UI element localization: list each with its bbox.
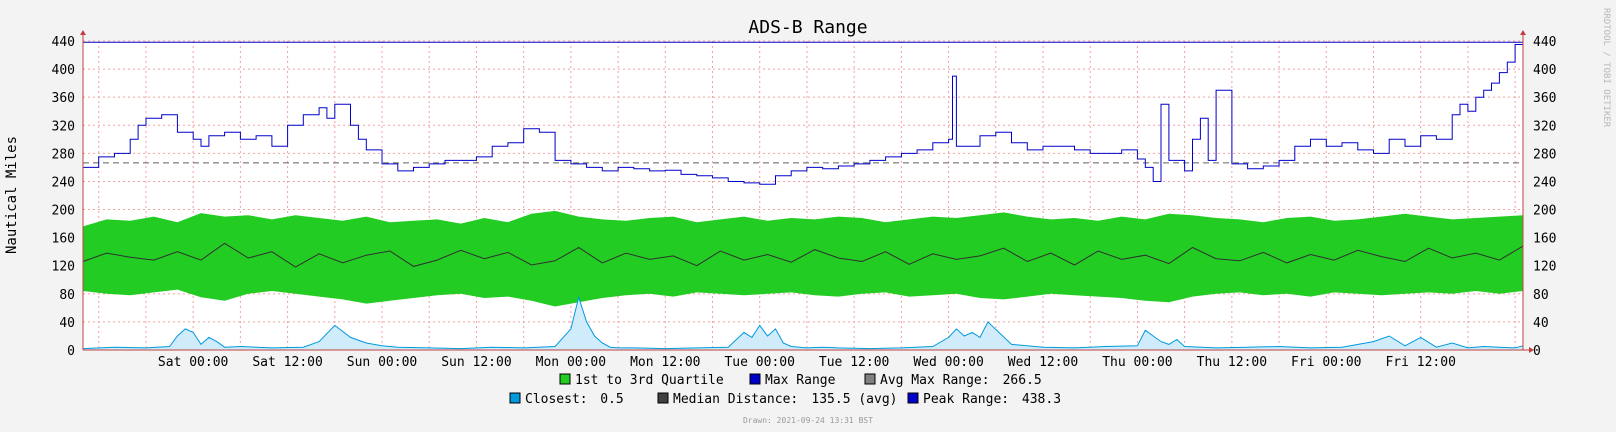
x-tick-label: Thu 00:00 — [1102, 355, 1172, 370]
y-tick-label-right: 80 — [1533, 288, 1549, 303]
y-tick-label-right: 320 — [1533, 119, 1556, 134]
legend-value: 135.5 (avg) — [811, 392, 897, 407]
legend-label: 1st to 3rd Quartile — [575, 373, 724, 388]
chart-title: ADS-B Range — [748, 17, 867, 38]
axis-layer: 0 0 40 40 80 80 120 120 160 160 200 200 240 240 280 280… — [52, 30, 1556, 370]
y-tick-label-left: 40 — [59, 316, 75, 331]
y-tick-label-right: 400 — [1533, 63, 1556, 78]
quartile-band — [83, 210, 1523, 307]
y-tick-label-left: 440 — [52, 35, 75, 50]
x-tick-label: Tue 12:00 — [819, 355, 889, 370]
legend-label: Max Range — [765, 373, 836, 388]
y-tick-label-right: 160 — [1533, 232, 1556, 247]
closest-line — [82, 295, 1524, 350]
y-axis-right-arrow — [1520, 30, 1526, 35]
x-tick-label: Mon 12:00 — [630, 355, 700, 370]
y-tick-label-left: 200 — [52, 204, 75, 219]
y-tick-label-left: 280 — [52, 147, 75, 162]
plot-canvas — [83, 41, 1523, 350]
legend-label: Avg Max Range: — [880, 373, 990, 388]
legend-swatch — [907, 392, 919, 404]
legend-label: Closest: — [525, 392, 588, 407]
x-tick-label: Wed 12:00 — [1008, 355, 1078, 370]
y-tick-label-left: 320 — [52, 119, 75, 134]
footer-timestamp: Drawn: 2021-09-24 13:31 BST — [743, 416, 873, 425]
legend-label: Peak Range: — [923, 392, 1009, 407]
y-tick-label-left: 400 — [52, 63, 75, 78]
y-tick-label-left: 240 — [52, 175, 75, 190]
watermark: RRDTOOL / TOBI OETIKER — [1601, 8, 1611, 128]
y-tick-label-right: 0 — [1533, 344, 1541, 359]
y-tick-label-right: 200 — [1533, 204, 1556, 219]
x-tick-label: Mon 00:00 — [536, 355, 606, 370]
y-tick-label-left: 120 — [52, 260, 75, 275]
y-tick-label-left: 160 — [52, 232, 75, 247]
y-tick-label-left: 80 — [59, 288, 75, 303]
legend-swatch — [559, 373, 571, 385]
legend-swatch — [509, 392, 521, 404]
legend-swatch — [749, 373, 761, 385]
y-tick-label-right: 40 — [1533, 316, 1549, 331]
y-tick-label-right: 240 — [1533, 175, 1556, 190]
legend-swatch — [864, 373, 876, 385]
y-tick-label-right: 360 — [1533, 91, 1556, 106]
x-tick-label: Thu 12:00 — [1197, 355, 1267, 370]
legend-value: 438.3 — [1022, 392, 1061, 407]
x-axis-arrow — [1529, 347, 1534, 353]
x-tick-label: Sat 12:00 — [252, 355, 322, 370]
x-tick-label: Sun 12:00 — [441, 355, 511, 370]
legend-swatch — [657, 392, 669, 404]
x-tick-label: Fri 12:00 — [1385, 355, 1455, 370]
y-tick-label-left: 0 — [67, 344, 75, 359]
y-axis-label: Nautical Miles — [4, 136, 20, 254]
y-tick-label-right: 120 — [1533, 260, 1556, 275]
legend-value: 266.5 — [1003, 373, 1042, 388]
legend-label: Median Distance: — [673, 392, 798, 407]
legend: 1st to 3rd Quartile Max Range Avg Max Rang… — [509, 373, 1061, 407]
median-line — [82, 242, 1524, 268]
max-range-line — [83, 42, 1524, 185]
x-tick-label: Sun 00:00 — [347, 355, 417, 370]
y-axis-arrow — [80, 30, 86, 35]
y-tick-label-right: 280 — [1533, 147, 1556, 162]
x-tick-label: Fri 00:00 — [1291, 355, 1361, 370]
legend-value: 0.5 — [600, 392, 623, 407]
x-tick-label: Wed 00:00 — [913, 355, 983, 370]
series-layer — [82, 41, 1524, 350]
x-tick-label: Sat 00:00 — [158, 355, 228, 370]
y-tick-label-left: 360 — [52, 91, 75, 106]
closest-area — [83, 297, 1523, 350]
x-tick-label: Tue 00:00 — [724, 355, 794, 370]
y-tick-label-right: 440 — [1533, 35, 1556, 50]
